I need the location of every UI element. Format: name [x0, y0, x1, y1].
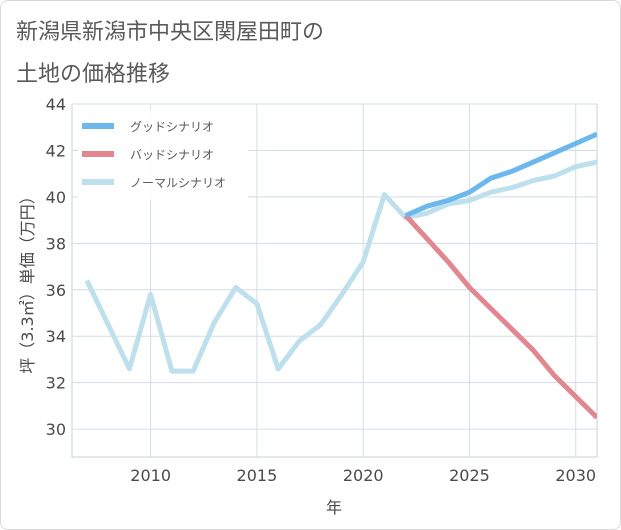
x-axis-title: 年: [326, 498, 342, 517]
chart-title-line2: 土地の価格推移: [16, 62, 171, 87]
series-line-0: [404, 131, 597, 218]
y-tick-labels: 30 32 34 36 38 40 42 44: [46, 95, 66, 439]
x-tick-labels: 2010 2015 2020 2025 2030: [130, 466, 596, 485]
x-tick-label: 2020: [343, 466, 384, 485]
series-line-2: [84, 159, 597, 374]
legend-label: ノーマルシナリオ: [130, 176, 226, 190]
y-tick-label: 38: [46, 234, 66, 253]
y-tick-label: 34: [46, 327, 66, 346]
y-tick-label: 32: [46, 374, 66, 393]
x-tick-label: 2010: [130, 466, 171, 485]
legend-label: バッドシナリオ: [130, 148, 214, 162]
x-tick-label: 2015: [237, 466, 278, 485]
y-tick-label: 36: [46, 281, 66, 300]
y-tick-label: 40: [46, 188, 66, 207]
y-tick-label: 30: [46, 420, 66, 439]
y-tick-label: 44: [46, 95, 66, 114]
series-lines: [84, 131, 597, 420]
y-axis-title: 坪（3.3㎡）単価（万円）: [18, 188, 37, 373]
y-tick-label: 42: [46, 141, 66, 160]
series-line-1: [403, 213, 597, 420]
legend-label: グッドシナリオ: [130, 120, 214, 134]
chart-title-line1: 新潟県新潟市中央区関屋田町の: [16, 20, 325, 45]
x-tick-label: 2030: [555, 466, 596, 485]
x-tick-label: 2025: [449, 466, 490, 485]
